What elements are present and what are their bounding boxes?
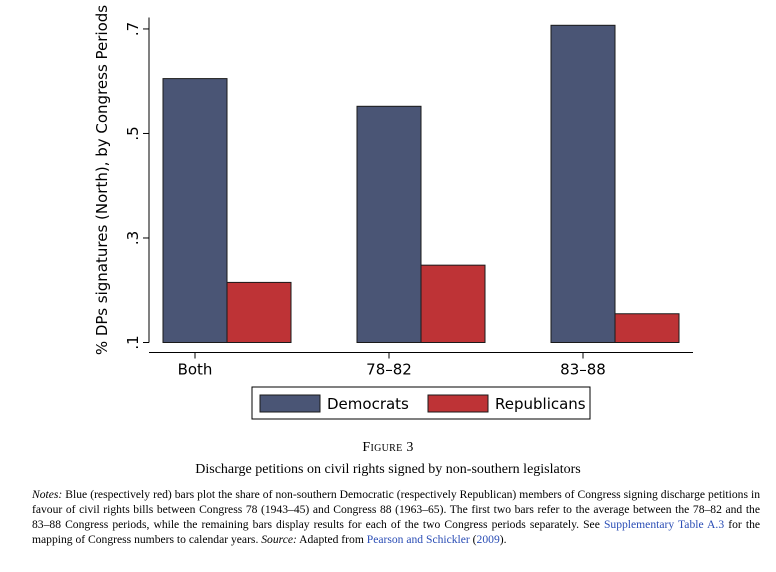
figure-caption: Discharge petitions on civil rights sign… [195,462,581,477]
figure-notes: Notes: Blue (respectively red) bars plot… [32,487,760,547]
legend-swatch-republicans [427,394,489,413]
y-tick-label: .7 [124,22,142,36]
reference-link-year[interactable]: 2009 [476,533,500,546]
notes-label: Notes: [32,488,63,501]
legend: Democrats Republicans [251,386,591,420]
y-tick-label: .3 [124,231,142,245]
y-tick-label: .5 [124,126,142,140]
source-label: Source: [261,533,297,546]
bar-democrats-2 [550,24,616,343]
bar-republicans-1 [420,264,486,343]
x-tick-label: Both [178,361,213,379]
legend-swatch-democrats [259,394,321,413]
bar-democrats-0 [162,78,228,343]
supplementary-table-link[interactable]: Supplementary Table A.3 [603,518,725,531]
notes-text-5: ). [499,533,507,546]
legend-label-republicans: Republicans [495,395,586,413]
bars-group [162,24,680,344]
legend-label-democrats: Democrats [327,395,409,413]
notes-text-4: ( [469,533,477,546]
notes-text-2: for the mapping of Congress numbers to c… [32,518,761,546]
notes-text-1: Blue (respectively red) bars plot the sh… [32,488,760,531]
bar-chart: .1 .3 .5 .7 Both 78–82 83–88 % DPs signatures … [93,5,693,420]
x-tick-label: 78–82 [366,361,412,379]
x-tick-label: 83–88 [560,361,606,379]
y-tick-label: .1 [124,335,142,349]
figure-label: Figure 3 [362,440,414,455]
bar-republicans-0 [226,281,292,344]
bar-democrats-1 [356,105,422,343]
y-axis-label: % DPs signatures (North), by Congress Pe… [93,5,111,355]
bar-republicans-2 [614,313,680,343]
reference-link-authors[interactable]: Pearson and Schickler [366,533,470,546]
notes-text-3: Adapted from [296,533,367,546]
axes-group: .1 .3 .5 .7 Both 78–82 83–88 [124,17,693,379]
